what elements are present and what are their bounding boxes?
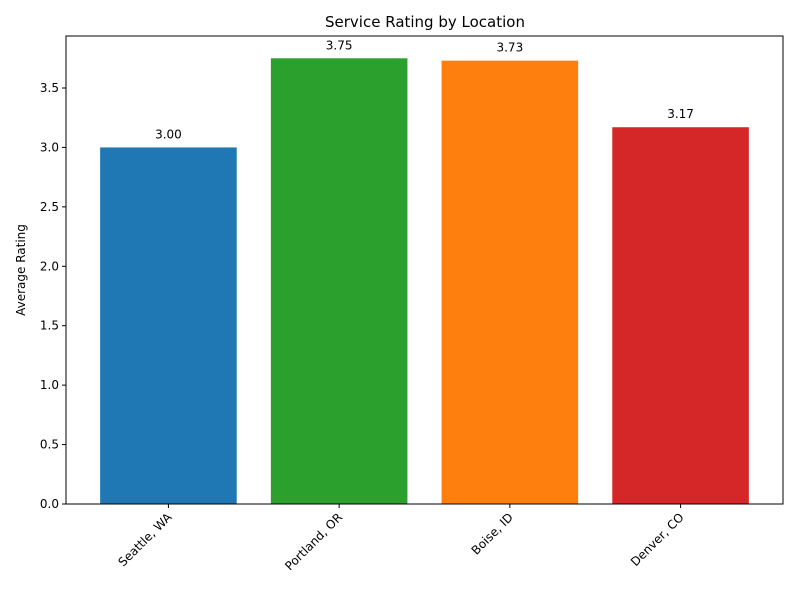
- bar-denver-co: [612, 127, 749, 505]
- y-tick-label: 1.5: [40, 319, 59, 333]
- y-tick-label: 1.0: [40, 378, 59, 392]
- y-tick-label: 3.5: [40, 81, 59, 95]
- y-tick-label: 2.0: [40, 259, 59, 273]
- data-label-boise-id: 3.73: [496, 41, 523, 55]
- chart-title: Service Rating by Location: [325, 13, 525, 31]
- bar-boise-id: [441, 60, 579, 505]
- y-axis-label: Average Rating: [14, 224, 28, 316]
- y-tick-label: 3.0: [40, 140, 59, 154]
- data-label-denver-co: 3.17: [667, 107, 694, 121]
- y-axis: 0.0 0.5 1.0 1.5 2.0 2.5 3.0 3.5: [40, 81, 66, 511]
- data-label-portland-or: 3.75: [326, 38, 353, 52]
- data-labels-layer: 3.00 3.75 3.73 3.17: [155, 38, 694, 141]
- y-tick-label: 0.5: [40, 438, 59, 452]
- bar-seattle-wa: [100, 147, 237, 504]
- y-tick-label: 2.5: [40, 200, 59, 214]
- data-label-seattle-wa: 3.00: [155, 127, 182, 141]
- bar-portland-or: [270, 58, 408, 505]
- plot-frame: [65, 35, 784, 505]
- bars-layer: [100, 58, 749, 505]
- y-tick-label: 0.0: [40, 497, 59, 511]
